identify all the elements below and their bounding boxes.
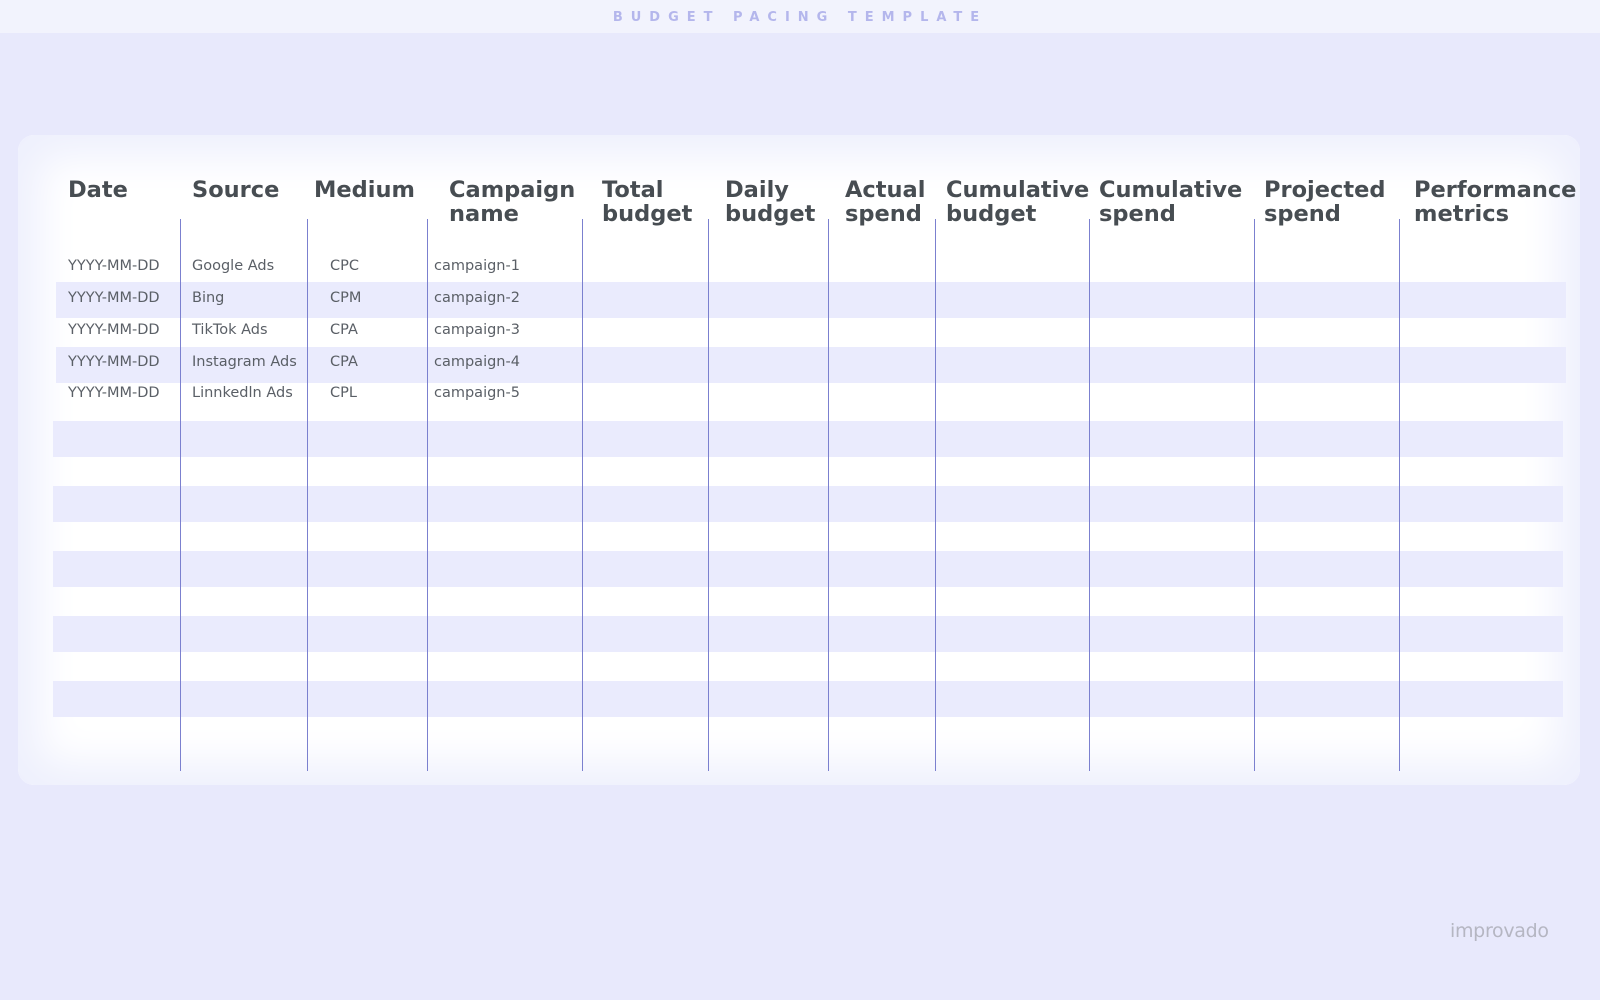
cell-campaign: campaign-2 — [434, 290, 520, 306]
cell-date: YYYY-MM-DD — [68, 258, 160, 274]
column-header-cumulative-spend: Cumulative spend — [1099, 177, 1243, 227]
cell-source: Instagram Ads — [192, 354, 297, 370]
cell-campaign: campaign-3 — [434, 322, 520, 338]
cell-medium: CPM — [330, 290, 362, 306]
column-divider — [307, 219, 308, 771]
column-header-source: Source — [192, 177, 280, 203]
cell-campaign: campaign-4 — [434, 354, 520, 370]
cell-date: YYYY-MM-DD — [68, 322, 160, 338]
cell-date: YYYY-MM-DD — [68, 290, 160, 306]
column-header-medium: Medium — [314, 177, 415, 203]
cell-source: Google Ads — [192, 258, 275, 274]
column-header-date: Date — [68, 177, 128, 203]
table-row-band — [53, 681, 1563, 717]
column-header-campaign-name: Campaign name — [449, 177, 576, 227]
column-divider — [1399, 219, 1400, 771]
column-header-daily-budget: Daily budget — [725, 177, 816, 227]
column-divider — [828, 219, 829, 771]
column-divider — [935, 219, 936, 771]
cell-medium: CPL — [330, 385, 357, 401]
cell-source: Linnkedln Ads — [192, 385, 293, 401]
cell-medium: CPA — [330, 354, 358, 370]
table-row-band — [53, 616, 1563, 652]
cell-medium: CPA — [330, 322, 358, 338]
column-divider — [180, 219, 181, 771]
table-row-band — [56, 282, 1566, 318]
column-divider — [1089, 219, 1090, 771]
table-row-band — [53, 551, 1563, 587]
cell-date: YYYY-MM-DD — [68, 385, 160, 401]
budget-table-card — [18, 135, 1580, 785]
column-divider — [582, 219, 583, 771]
column-header-actual-spend: Actual spend — [845, 177, 926, 227]
table-row-band — [53, 486, 1563, 522]
column-header-projected-spend: Projected spend — [1264, 177, 1386, 227]
column-header-performance-metrics: Performance metrics — [1414, 177, 1577, 227]
cell-source: Bing — [192, 290, 225, 306]
cell-date: YYYY-MM-DD — [68, 354, 160, 370]
cell-source: TikTok Ads — [192, 322, 268, 338]
top-bar — [0, 0, 1600, 33]
cell-campaign: campaign-5 — [434, 385, 520, 401]
cell-campaign: campaign-1 — [434, 258, 520, 274]
column-divider — [1254, 219, 1255, 771]
column-header-cumulative-budget: Cumulative budget — [946, 177, 1090, 227]
page-title: BUDGET PACING TEMPLATE — [612, 10, 988, 25]
column-header-total-budget: Total budget — [602, 177, 693, 227]
cell-medium: CPC — [330, 258, 359, 274]
brand-logo: improvado — [1450, 920, 1549, 942]
column-divider — [708, 219, 709, 771]
column-divider — [427, 219, 428, 771]
table-row-band — [53, 421, 1563, 457]
